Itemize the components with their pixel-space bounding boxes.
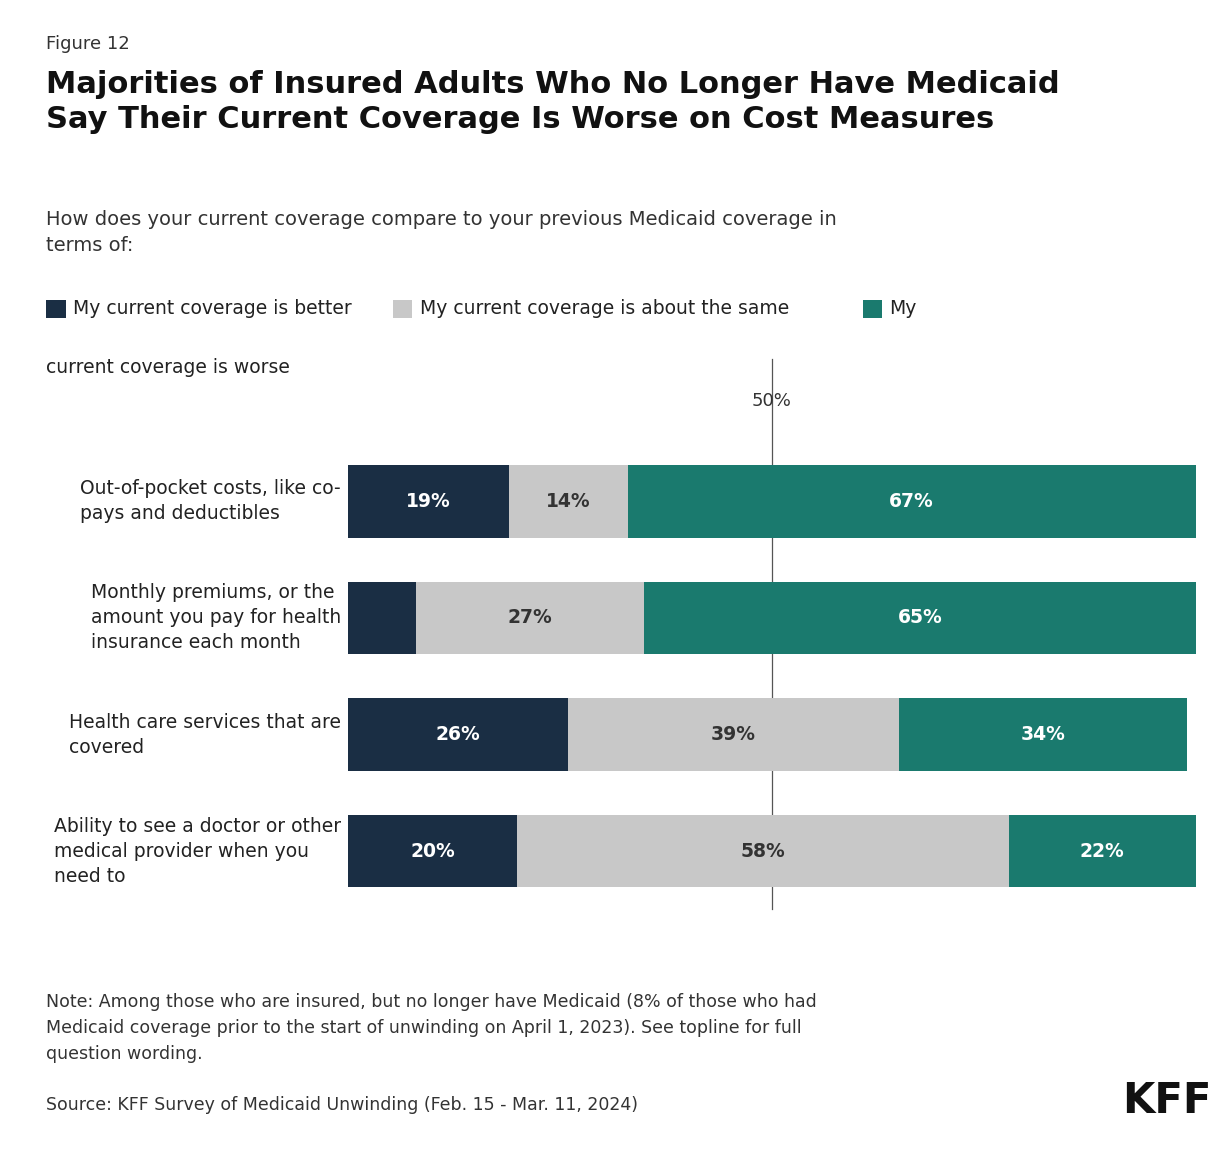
Bar [348, 582, 416, 654]
Text: 58%: 58% [741, 842, 786, 861]
Text: Health care services that are
covered: Health care services that are covered [68, 712, 340, 757]
Text: Majorities of Insured Adults Who No Longer Have Medicaid
Say Their Current Cover: Majorities of Insured Adults Who No Long… [46, 70, 1060, 134]
Bar [644, 582, 1196, 654]
Bar [627, 465, 1196, 538]
Bar [1009, 815, 1196, 887]
Bar [348, 815, 517, 887]
Text: My current coverage is about the same: My current coverage is about the same [420, 300, 789, 318]
Text: Note: Among those who are insured, but no longer have Medicaid (8% of those who : Note: Among those who are insured, but n… [46, 993, 817, 1063]
Text: Monthly premiums, or the
amount you pay for health
insurance each month: Monthly premiums, or the amount you pay … [90, 583, 340, 653]
Bar [348, 698, 569, 771]
Text: 39%: 39% [711, 725, 756, 744]
Text: 19%: 19% [406, 492, 450, 511]
Text: 67%: 67% [889, 492, 935, 511]
Text: My: My [889, 300, 916, 318]
Text: 27%: 27% [508, 609, 553, 627]
Text: current coverage is worse: current coverage is worse [46, 358, 290, 377]
Bar [348, 465, 509, 538]
Text: My current coverage is better: My current coverage is better [73, 300, 351, 318]
Text: Out-of-pocket costs, like co-
pays and deductibles: Out-of-pocket costs, like co- pays and d… [81, 479, 340, 524]
Text: 22%: 22% [1080, 842, 1125, 861]
Bar [569, 698, 899, 771]
Bar [899, 698, 1187, 771]
Bar [416, 582, 644, 654]
Bar [517, 815, 1009, 887]
Text: Figure 12: Figure 12 [46, 35, 131, 52]
Bar [509, 465, 627, 538]
Text: KFF: KFF [1122, 1080, 1211, 1122]
Text: How does your current coverage compare to your previous Medicaid coverage in
ter: How does your current coverage compare t… [46, 210, 837, 254]
Text: Source: KFF Survey of Medicaid Unwinding (Feb. 15 - Mar. 11, 2024): Source: KFF Survey of Medicaid Unwinding… [46, 1096, 638, 1114]
Text: 34%: 34% [1021, 725, 1065, 744]
Text: 20%: 20% [410, 842, 455, 861]
Text: 65%: 65% [898, 609, 942, 627]
Text: 50%: 50% [752, 393, 792, 410]
Text: Ability to see a doctor or other
medical provider when you
need to: Ability to see a doctor or other medical… [54, 816, 340, 886]
Text: 26%: 26% [436, 725, 481, 744]
Text: 14%: 14% [545, 492, 590, 511]
